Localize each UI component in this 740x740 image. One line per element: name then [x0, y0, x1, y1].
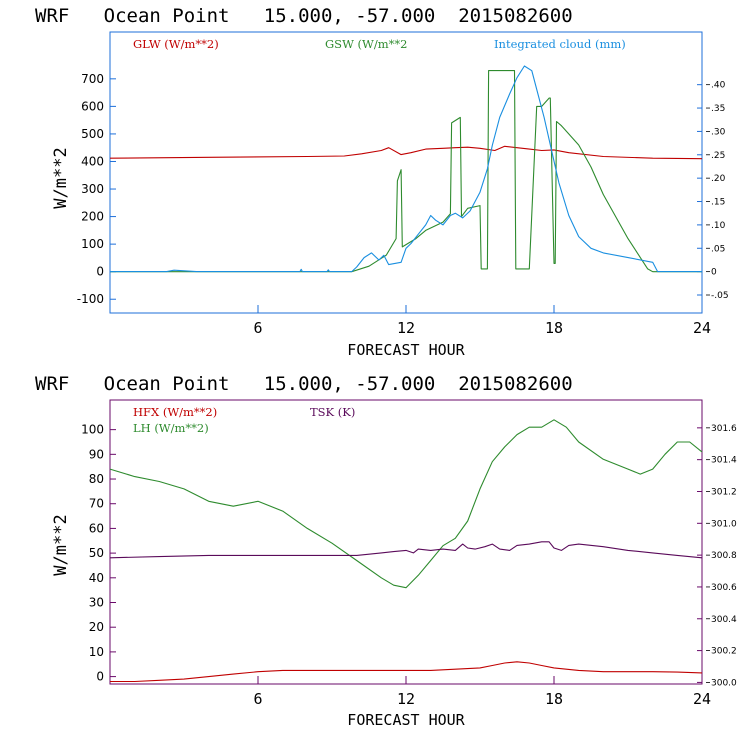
top-chart-x-tick-label: 24	[693, 319, 711, 337]
top-chart-series	[109, 65, 703, 273]
top-chart-y-ticks: -100 0 100 200 300 400 500 600 700	[77, 72, 116, 306]
bottom-chart-y-tick-label: 80	[89, 472, 104, 486]
legend-gsw: GSW (W/m**2	[325, 37, 407, 51]
bottom-chart: WRF Ocean Point 15.000, -57.000 20150826…	[35, 373, 737, 729]
legend-tsk: TSK (K)	[310, 405, 355, 419]
bottom-chart-x-tick-label: 24	[693, 690, 711, 708]
top-chart-y2-tick-label: .30	[711, 127, 726, 137]
top-chart-y-tick-label: 700	[81, 72, 104, 86]
bottom-chart-y-tick-label: 20	[89, 620, 104, 634]
bottom-chart-y-tick-label: 90	[89, 447, 104, 461]
top-chart-y2-tick-label: -.05	[711, 291, 729, 301]
bottom-chart-x-tick-label: 6	[253, 690, 262, 708]
top-chart-y-tick-label: 500	[81, 127, 104, 141]
bottom-chart-x-axis-label: FORECAST HOUR	[347, 711, 465, 729]
top-chart-y-tick-label: -100	[77, 292, 104, 306]
top-chart-y2-ticks: -.05 0 .05 .10 .15 .20 .25 .30 .35 .40	[697, 81, 729, 301]
bottom-chart-y2-tick-label: 300.6	[711, 583, 737, 593]
top-chart-series-line-gsw-w-m	[110, 70, 702, 273]
top-chart-series-line-integrated-cloud-mm	[110, 65, 702, 273]
bottom-chart-title: WRF Ocean Point 15.000, -57.000 20150826…	[35, 373, 573, 395]
bottom-chart-plot-frame	[109, 399, 703, 685]
top-chart-y2-tick-label: .10	[711, 221, 726, 231]
top-chart-y-tick-label: 600	[81, 99, 104, 113]
top-chart-y-axis-label: W/m**2	[51, 147, 71, 208]
top-chart: WRF Ocean Point 15.000, -57.000 20150826…	[35, 5, 729, 359]
top-chart-y2-tick-label: .25	[711, 151, 725, 161]
bottom-chart-y2-tick-label: 301.0	[711, 519, 737, 529]
top-chart-x-ticks: 6 12 18 24	[253, 305, 711, 337]
bottom-chart-y-ticks: 0 10 20 30 40 50 60 70 80 90 100	[81, 423, 116, 684]
bottom-chart-y-axis-label: W/m**2	[51, 514, 71, 575]
top-chart-y2-tick-label: .05	[711, 244, 725, 254]
bottom-chart-y-tick-label: 10	[89, 645, 104, 659]
bottom-chart-series-line-lh-w-m	[109, 419, 703, 589]
top-chart-y-tick-label: 200	[81, 210, 104, 224]
top-chart-y-tick-label: 0	[96, 265, 104, 279]
bottom-chart-y2-tick-label: 300.4	[711, 615, 737, 625]
bottom-chart-series	[109, 419, 703, 683]
top-chart-x-tick-label: 18	[545, 319, 563, 337]
bottom-chart-y2-tick-label: 300.8	[711, 551, 737, 561]
legend-glw: GLW (W/m**2)	[133, 37, 219, 51]
top-chart-y-tick-label: 400	[81, 154, 104, 168]
top-chart-series-line-glw-w-m	[109, 145, 703, 160]
top-chart-x-tick-label: 6	[253, 319, 262, 337]
top-chart-title: WRF Ocean Point 15.000, -57.000 20150826…	[35, 5, 573, 27]
top-chart-y-tick-label: 100	[81, 237, 104, 251]
bottom-chart-y-tick-label: 70	[89, 497, 104, 511]
top-chart-y2-tick-label: .35	[711, 104, 725, 114]
top-chart-y-tick-label: 300	[81, 182, 104, 196]
bottom-chart-y2-ticks: 300.0 300.2 300.4 300.6 300.8 301.0 301.2 301.4…	[697, 424, 737, 688]
bottom-chart-y-tick-label: 30	[89, 596, 104, 610]
bottom-chart-x-ticks: 6 12 18 24	[253, 676, 711, 708]
bottom-chart-y2-tick-label: 300.2	[711, 647, 737, 657]
top-chart-y2-tick-label: .20	[711, 174, 726, 184]
top-chart-y2-tick-label: .15	[711, 198, 725, 208]
bottom-chart-y2-tick-label: 300.0	[711, 678, 737, 688]
bottom-chart-series-line-hfx-w-m	[110, 661, 703, 683]
top-chart-x-tick-label: 12	[397, 319, 415, 337]
bottom-chart-y-tick-label: 60	[89, 521, 104, 535]
bottom-chart-x-tick-label: 12	[397, 690, 415, 708]
bottom-chart-y-tick-label: 100	[81, 423, 104, 437]
bottom-chart-y2-tick-label: 301.2	[711, 487, 737, 497]
legend-integrated-cloud: Integrated cloud (mm)	[494, 37, 626, 51]
bottom-chart-x-tick-label: 18	[545, 690, 563, 708]
top-chart-y2-tick-label: .40	[711, 81, 726, 91]
top-chart-plot-frame	[109, 31, 703, 314]
top-chart-x-axis-label: FORECAST HOUR	[347, 341, 465, 359]
bottom-chart-y-tick-label: 40	[89, 571, 104, 585]
bottom-chart-y-tick-label: 0	[96, 670, 104, 684]
bottom-chart-y2-tick-label: 301.6	[711, 424, 737, 434]
bottom-chart-series-line-tsk-k	[109, 541, 703, 559]
top-chart-y2-tick-label: 0	[711, 268, 717, 278]
legend-hfx: HFX (W/m**2)	[133, 405, 217, 419]
legend-lh: LH (W/m**2)	[133, 421, 209, 435]
bottom-chart-y-tick-label: 50	[89, 546, 104, 560]
bottom-chart-y2-tick-label: 301.4	[711, 456, 737, 466]
